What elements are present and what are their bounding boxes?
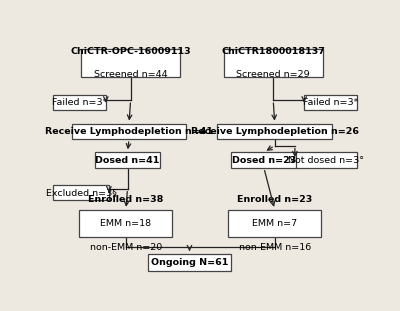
Text: Dosed n=41: Dosed n=41 (95, 156, 160, 165)
Text: non-EMM n=20: non-EMM n=20 (90, 243, 162, 252)
FancyBboxPatch shape (95, 152, 160, 168)
Text: ChiCTR-OPC-16009113: ChiCTR-OPC-16009113 (70, 47, 191, 56)
Text: Failed n=3*: Failed n=3* (303, 98, 358, 107)
Text: non-EMM n=16: non-EMM n=16 (239, 243, 311, 252)
Text: Enrolled n=23: Enrolled n=23 (237, 195, 312, 204)
Text: Screened n=29: Screened n=29 (236, 70, 310, 79)
Text: EMM n=18: EMM n=18 (100, 219, 152, 228)
FancyBboxPatch shape (218, 123, 332, 139)
Text: Failed n=3*: Failed n=3* (52, 98, 107, 107)
FancyBboxPatch shape (224, 49, 323, 77)
Text: Screened n=44: Screened n=44 (94, 70, 168, 79)
FancyBboxPatch shape (231, 152, 296, 168)
FancyBboxPatch shape (81, 49, 180, 77)
FancyBboxPatch shape (72, 123, 186, 139)
FancyBboxPatch shape (80, 210, 172, 237)
FancyBboxPatch shape (228, 210, 321, 237)
Text: EMM n=7: EMM n=7 (252, 219, 297, 228)
Text: Dosed n=23: Dosed n=23 (232, 156, 296, 165)
Text: Excluded n=3§: Excluded n=3§ (46, 188, 116, 197)
Text: Receive Lymphodepletion n=26: Receive Lymphodepletion n=26 (191, 127, 359, 136)
FancyBboxPatch shape (53, 185, 109, 200)
FancyBboxPatch shape (148, 254, 231, 271)
Text: Ongoing N=61: Ongoing N=61 (151, 258, 228, 267)
FancyBboxPatch shape (295, 152, 357, 168)
FancyBboxPatch shape (304, 95, 357, 110)
FancyBboxPatch shape (53, 95, 106, 110)
Text: Not dosed n=3°: Not dosed n=3° (288, 156, 364, 165)
Text: Receive Lymphodepletion n=41: Receive Lymphodepletion n=41 (45, 127, 213, 136)
Text: ChiCTR1800018137: ChiCTR1800018137 (221, 47, 325, 56)
Text: Enrolled n=38: Enrolled n=38 (88, 195, 164, 204)
